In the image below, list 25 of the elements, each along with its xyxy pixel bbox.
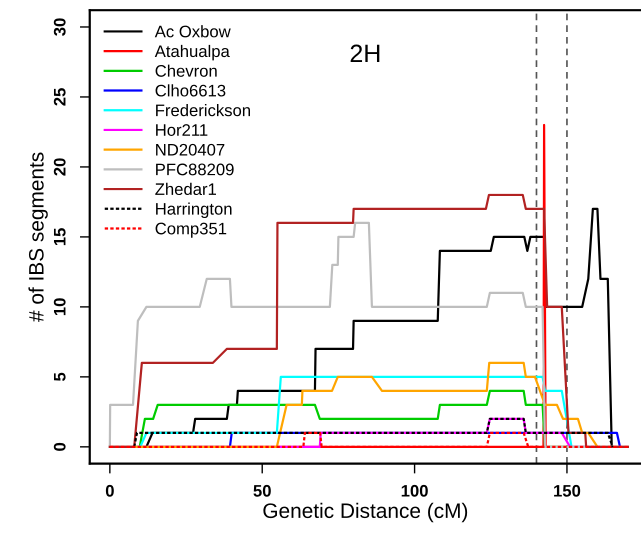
y-axis-title: # of IBS segments	[28, 152, 48, 322]
legend-label: Atahualpa	[154, 44, 230, 60]
legend-label: Chevron	[156, 64, 217, 77]
legend-label: PFC88209	[156, 164, 234, 176]
y-tick-label: 25	[54, 88, 66, 106]
x-tick-label: 0	[106, 484, 114, 497]
x-tick-label: 50	[253, 484, 271, 497]
legend-label: Frederickson	[156, 104, 250, 116]
y-tick-label: 30	[54, 18, 66, 36]
y-tick-label: 15	[54, 228, 66, 246]
legend-label: Comp351	[156, 222, 226, 238]
legend-label: Zhedar1	[155, 182, 216, 196]
y-tick-label: 0	[54, 442, 66, 451]
legend-label: Harrington	[156, 202, 232, 218]
legend-label: ND20407	[156, 144, 224, 156]
y-tick-label: 10	[54, 298, 66, 316]
x-axis-title: Genetic Distance (cM)	[263, 502, 468, 522]
legend-label: Clho6613	[156, 84, 226, 97]
annotation: 2H	[350, 44, 380, 62]
y-tick-label: 5	[54, 372, 66, 381]
legend-label: Hor211	[156, 124, 208, 136]
x-tick-label: 150	[554, 484, 580, 497]
legend-label: Ac Oxbow	[154, 25, 231, 38]
x-tick-label: 100	[402, 484, 428, 497]
y-tick-label: 20	[54, 158, 66, 176]
